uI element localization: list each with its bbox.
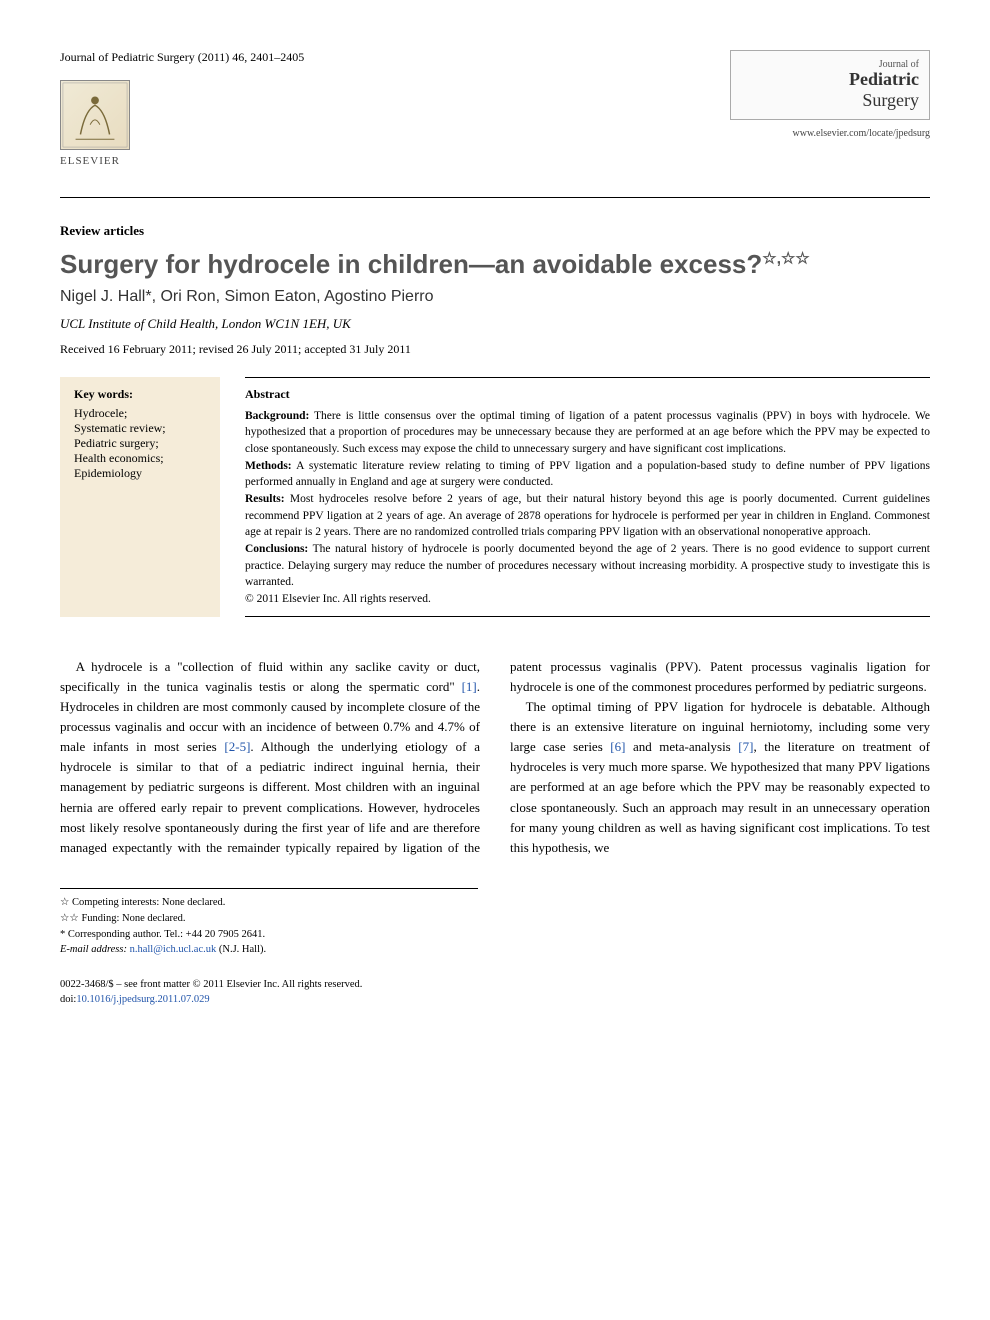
journal-brand-main: Pediatric (741, 70, 919, 90)
abstract-methods-text: A systematic literature review relating … (245, 460, 930, 489)
footer-issn: 0022-3468/$ – see front matter © 2011 El… (60, 978, 930, 993)
title-footnote-markers: ☆,☆☆ (762, 250, 809, 267)
abstract-methods-label: Methods: (245, 460, 292, 472)
affiliation: UCL Institute of Child Health, London WC… (60, 316, 930, 332)
abstract-results: Results: Most hydroceles resolve before … (245, 491, 930, 541)
section-label: Review articles (60, 223, 930, 239)
footer-doi-label: doi: (60, 994, 76, 1005)
footnote-competing: ☆ Competing interests: None declared. (60, 895, 478, 911)
authors-line: Nigel J. Hall*, Ori Ron, Simon Eaton, Ag… (60, 288, 930, 306)
ref-link-6[interactable]: [6] (610, 739, 625, 754)
abstract-background-text: There is little consensus over the optim… (245, 410, 930, 455)
page-header: Journal of Pediatric Surgery (2011) 46, … (60, 50, 930, 167)
journal-url: www.elsevier.com/locate/jpedsurg (730, 128, 930, 139)
footnote-email-link[interactable]: n.hall@ich.ucl.ac.uk (130, 944, 217, 955)
ref-link-7[interactable]: [7] (738, 739, 753, 754)
keywords-abstract-row: Key words: Hydrocele; Systematic review;… (60, 377, 930, 616)
ref-link-2-5[interactable]: [2-5] (224, 739, 250, 754)
abstract-conclusions: Conclusions: The natural history of hydr… (245, 541, 930, 591)
header-divider (60, 197, 930, 198)
body-text: A hydrocele is a "collection of fluid wi… (60, 657, 930, 858)
publisher-logo-icon (60, 80, 130, 150)
body-p2b: and meta-analysis (625, 739, 738, 754)
abstract-box: Abstract Background: There is little con… (245, 377, 930, 616)
journal-citation: Journal of Pediatric Surgery (2011) 46, … (60, 50, 730, 65)
journal-brand-box: Journal of Pediatric Surgery (730, 50, 930, 120)
footnote-email-label: E-mail address: (60, 944, 130, 955)
body-p2c: , the literature on treatment of hydroce… (510, 739, 930, 855)
header-right: Journal of Pediatric Surgery www.elsevie… (730, 50, 930, 139)
body-paragraph-2: The optimal timing of PPV ligation for h… (510, 697, 930, 858)
keywords-title: Key words: (74, 387, 206, 402)
keywords-box: Key words: Hydrocele; Systematic review;… (60, 377, 220, 616)
journal-brand-sub: Surgery (741, 90, 919, 111)
abstract-copyright: © 2011 Elsevier Inc. All rights reserved… (245, 591, 930, 608)
article-title-text: Surgery for hydrocele in children—an avo… (60, 249, 762, 279)
footnote-email-line: E-mail address: n.hall@ich.ucl.ac.uk (N.… (60, 942, 478, 958)
abstract-conclusions-label: Conclusions: (245, 543, 308, 555)
publisher-name: ELSEVIER (60, 155, 730, 167)
article-dates: Received 16 February 2011; revised 26 Ju… (60, 342, 930, 357)
abstract-title: Abstract (245, 386, 930, 403)
footer-meta: 0022-3468/$ – see front matter © 2011 El… (60, 978, 930, 1007)
abstract-methods: Methods: A systematic literature review … (245, 458, 930, 491)
footer-doi-link[interactable]: 10.1016/j.jpedsurg.2011.07.029 (76, 994, 209, 1005)
abstract-conclusions-text: The natural history of hydrocele is poor… (245, 543, 930, 588)
abstract-background-label: Background: (245, 410, 309, 422)
footnote-corresponding: * Corresponding author. Tel.: +44 20 790… (60, 927, 478, 943)
footnotes-block: ☆ Competing interests: None declared. ☆☆… (60, 888, 478, 958)
footnote-funding: ☆☆ Funding: None declared. (60, 911, 478, 927)
article-title: Surgery for hydrocele in children—an avo… (60, 249, 930, 280)
keywords-list: Hydrocele; Systematic review; Pediatric … (74, 406, 206, 481)
body-p1a: A hydrocele is a "collection of fluid wi… (60, 659, 480, 694)
ref-link-1[interactable]: [1] (462, 679, 477, 694)
header-left: Journal of Pediatric Surgery (2011) 46, … (60, 50, 730, 167)
abstract-background: Background: There is little consensus ov… (245, 408, 930, 458)
footer-doi-line: doi:10.1016/j.jpedsurg.2011.07.029 (60, 993, 930, 1008)
abstract-results-text: Most hydroceles resolve before 2 years o… (245, 493, 930, 538)
footnote-email-suffix: (N.J. Hall). (216, 944, 266, 955)
abstract-results-label: Results: (245, 493, 285, 505)
